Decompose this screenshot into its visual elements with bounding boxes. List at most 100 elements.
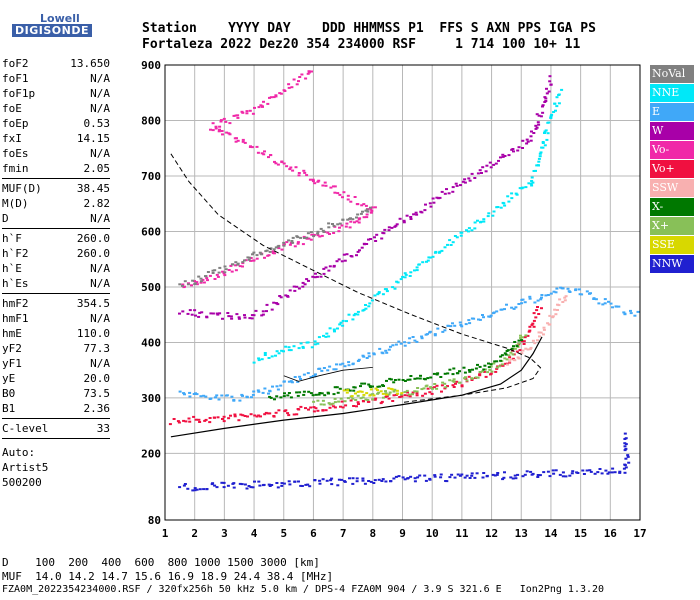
data-point-nnw	[516, 473, 520, 476]
param-row-fof1p: foF1p N/A	[2, 86, 110, 101]
param-value: 260.0	[76, 232, 110, 245]
data-point-e	[428, 330, 432, 333]
data-point-e	[433, 333, 437, 336]
data-point-x	[359, 385, 362, 388]
data-point-e	[500, 308, 504, 311]
data-point-ssw	[546, 322, 550, 325]
x-tick-label: 5	[280, 527, 287, 540]
data-point-e	[347, 364, 351, 367]
data-point-nnw	[313, 479, 317, 481]
data-point-vo	[333, 406, 337, 409]
data-point-vo	[287, 83, 291, 86]
data-point-w	[237, 316, 241, 319]
data-point-x	[503, 357, 507, 360]
data-point-e	[636, 310, 640, 313]
data-point-vo	[213, 278, 217, 280]
data-point-w	[497, 159, 500, 162]
data-point-w	[511, 148, 515, 150]
param-name: foEp	[2, 117, 29, 130]
data-point-x	[493, 360, 497, 363]
param-value: 0.53	[83, 117, 111, 130]
data-point-e	[261, 391, 265, 394]
data-point-vo	[216, 275, 220, 278]
data-point-e	[533, 301, 537, 304]
data-point-nnw	[297, 480, 300, 483]
data-point-x	[319, 403, 323, 406]
data-point-x	[328, 403, 332, 406]
data-point-x	[287, 392, 291, 394]
data-point-sse	[376, 389, 379, 392]
data-point-nnw	[403, 478, 407, 481]
data-point-vo	[440, 390, 443, 393]
data-point-x	[339, 397, 343, 400]
param-row-hes: h`Es N/A	[2, 276, 110, 291]
data-point-w	[476, 172, 480, 175]
data-point-nne	[328, 327, 332, 330]
data-point-nne	[549, 117, 553, 119]
data-point-nnw	[598, 468, 602, 470]
data-point-nnw	[198, 488, 202, 491]
data-point-nne	[499, 206, 503, 209]
data-point-w	[265, 303, 269, 306]
data-point-nnw	[401, 476, 405, 479]
data-point-w	[525, 138, 529, 141]
data-point-x	[444, 386, 448, 389]
data-point-w	[178, 312, 181, 315]
data-point-e	[320, 369, 324, 372]
data-point-vo	[215, 273, 219, 276]
data-point-w	[402, 219, 406, 222]
data-point-e	[232, 399, 236, 402]
data-point-nne	[455, 236, 459, 239]
data-point-nnw	[226, 484, 230, 487]
data-point-nne	[555, 105, 559, 108]
data-point-vo	[278, 92, 282, 95]
data-point-vo	[190, 284, 193, 287]
data-point-noval	[265, 249, 269, 252]
data-point-x	[499, 359, 503, 362]
data-point-nne	[385, 290, 389, 293]
data-point-nne	[557, 102, 561, 105]
data-point-nnw	[369, 480, 373, 483]
data-point-vo	[263, 150, 266, 153]
data-point-nne	[317, 336, 321, 339]
data-point-vo	[198, 421, 202, 423]
legend-item-vo: Vo+	[650, 160, 694, 178]
data-point-x	[436, 372, 440, 375]
data-point-e	[623, 312, 627, 315]
data-point-vo	[482, 370, 486, 373]
data-point-vo	[528, 325, 532, 328]
data-point-sse	[350, 395, 354, 398]
data-point-x	[309, 392, 313, 395]
data-point-x	[393, 388, 397, 391]
data-point-nnw	[293, 480, 297, 483]
data-point-nne	[338, 323, 342, 326]
data-point-vo	[508, 356, 512, 359]
param-name: foF1	[2, 72, 29, 85]
data-point-noval	[312, 235, 316, 238]
data-point-vo	[188, 420, 192, 423]
data-point-vo	[341, 196, 344, 199]
data-point-nne	[438, 250, 442, 253]
data-point-nne	[333, 330, 336, 333]
data-point-x	[411, 393, 414, 396]
data-point-w	[342, 253, 346, 256]
data-point-nne	[507, 200, 511, 203]
data-point-vo	[218, 125, 222, 128]
data-point-nnw	[604, 469, 608, 472]
data-point-x	[382, 385, 385, 387]
data-point-vo	[219, 120, 223, 123]
data-point-x	[495, 360, 499, 363]
data-point-nne	[482, 218, 486, 221]
legend-item-nne: NNE	[650, 84, 694, 102]
data-point-ssw	[548, 314, 552, 317]
data-point-vo	[255, 145, 259, 148]
data-point-nnw	[343, 480, 346, 483]
data-point-nnw	[428, 477, 432, 480]
data-point-e	[555, 287, 559, 290]
data-point-noval	[206, 271, 210, 273]
data-point-vo	[321, 409, 325, 412]
data-point-vo	[307, 70, 311, 73]
data-point-noval	[269, 247, 273, 250]
data-point-e	[240, 393, 244, 396]
data-point-w	[383, 228, 387, 231]
